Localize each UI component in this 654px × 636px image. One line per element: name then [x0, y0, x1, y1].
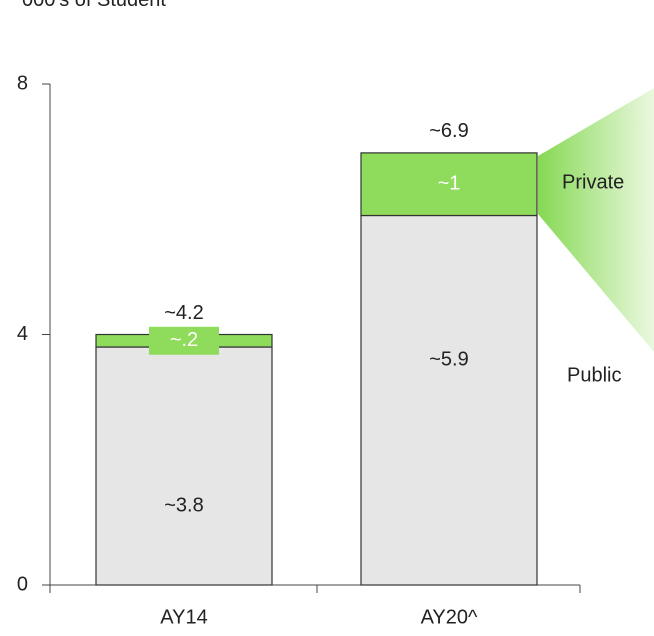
- bar-private-2: [360, 152, 538, 217]
- x-tick-label: AY20^: [421, 606, 478, 628]
- legend-public: Public: [567, 364, 621, 386]
- y-tick-label: 0: [17, 573, 28, 595]
- data-label-public: ~3.8: [164, 494, 203, 516]
- plot-area: 0 4 8 AY14 AY20^ ~3.8 ~.2 ~4.2 ~5.9 ~1 ~6.9: [17, 72, 581, 628]
- data-label-total: ~4.2: [164, 302, 203, 324]
- bar-public-2: [360, 214, 538, 586]
- y-axis-title: 000's of Student: [22, 0, 166, 11]
- callout-wedge: [538, 88, 654, 352]
- data-label-total: ~6.9: [429, 120, 468, 142]
- private-callout-wedge: [538, 88, 654, 352]
- data-label-private: ~.2: [170, 329, 198, 351]
- legend-private: Private: [562, 171, 624, 193]
- bar-public-1: [95, 346, 273, 586]
- y-tick-label: 8: [17, 72, 28, 94]
- data-label-public: ~5.9: [429, 349, 468, 371]
- legend: Private Public: [562, 171, 624, 386]
- private-label-box: [149, 326, 219, 355]
- y-tick-label: 4: [17, 323, 28, 345]
- x-tick-label: AY14: [160, 606, 207, 628]
- data-label-private: ~1: [438, 172, 461, 194]
